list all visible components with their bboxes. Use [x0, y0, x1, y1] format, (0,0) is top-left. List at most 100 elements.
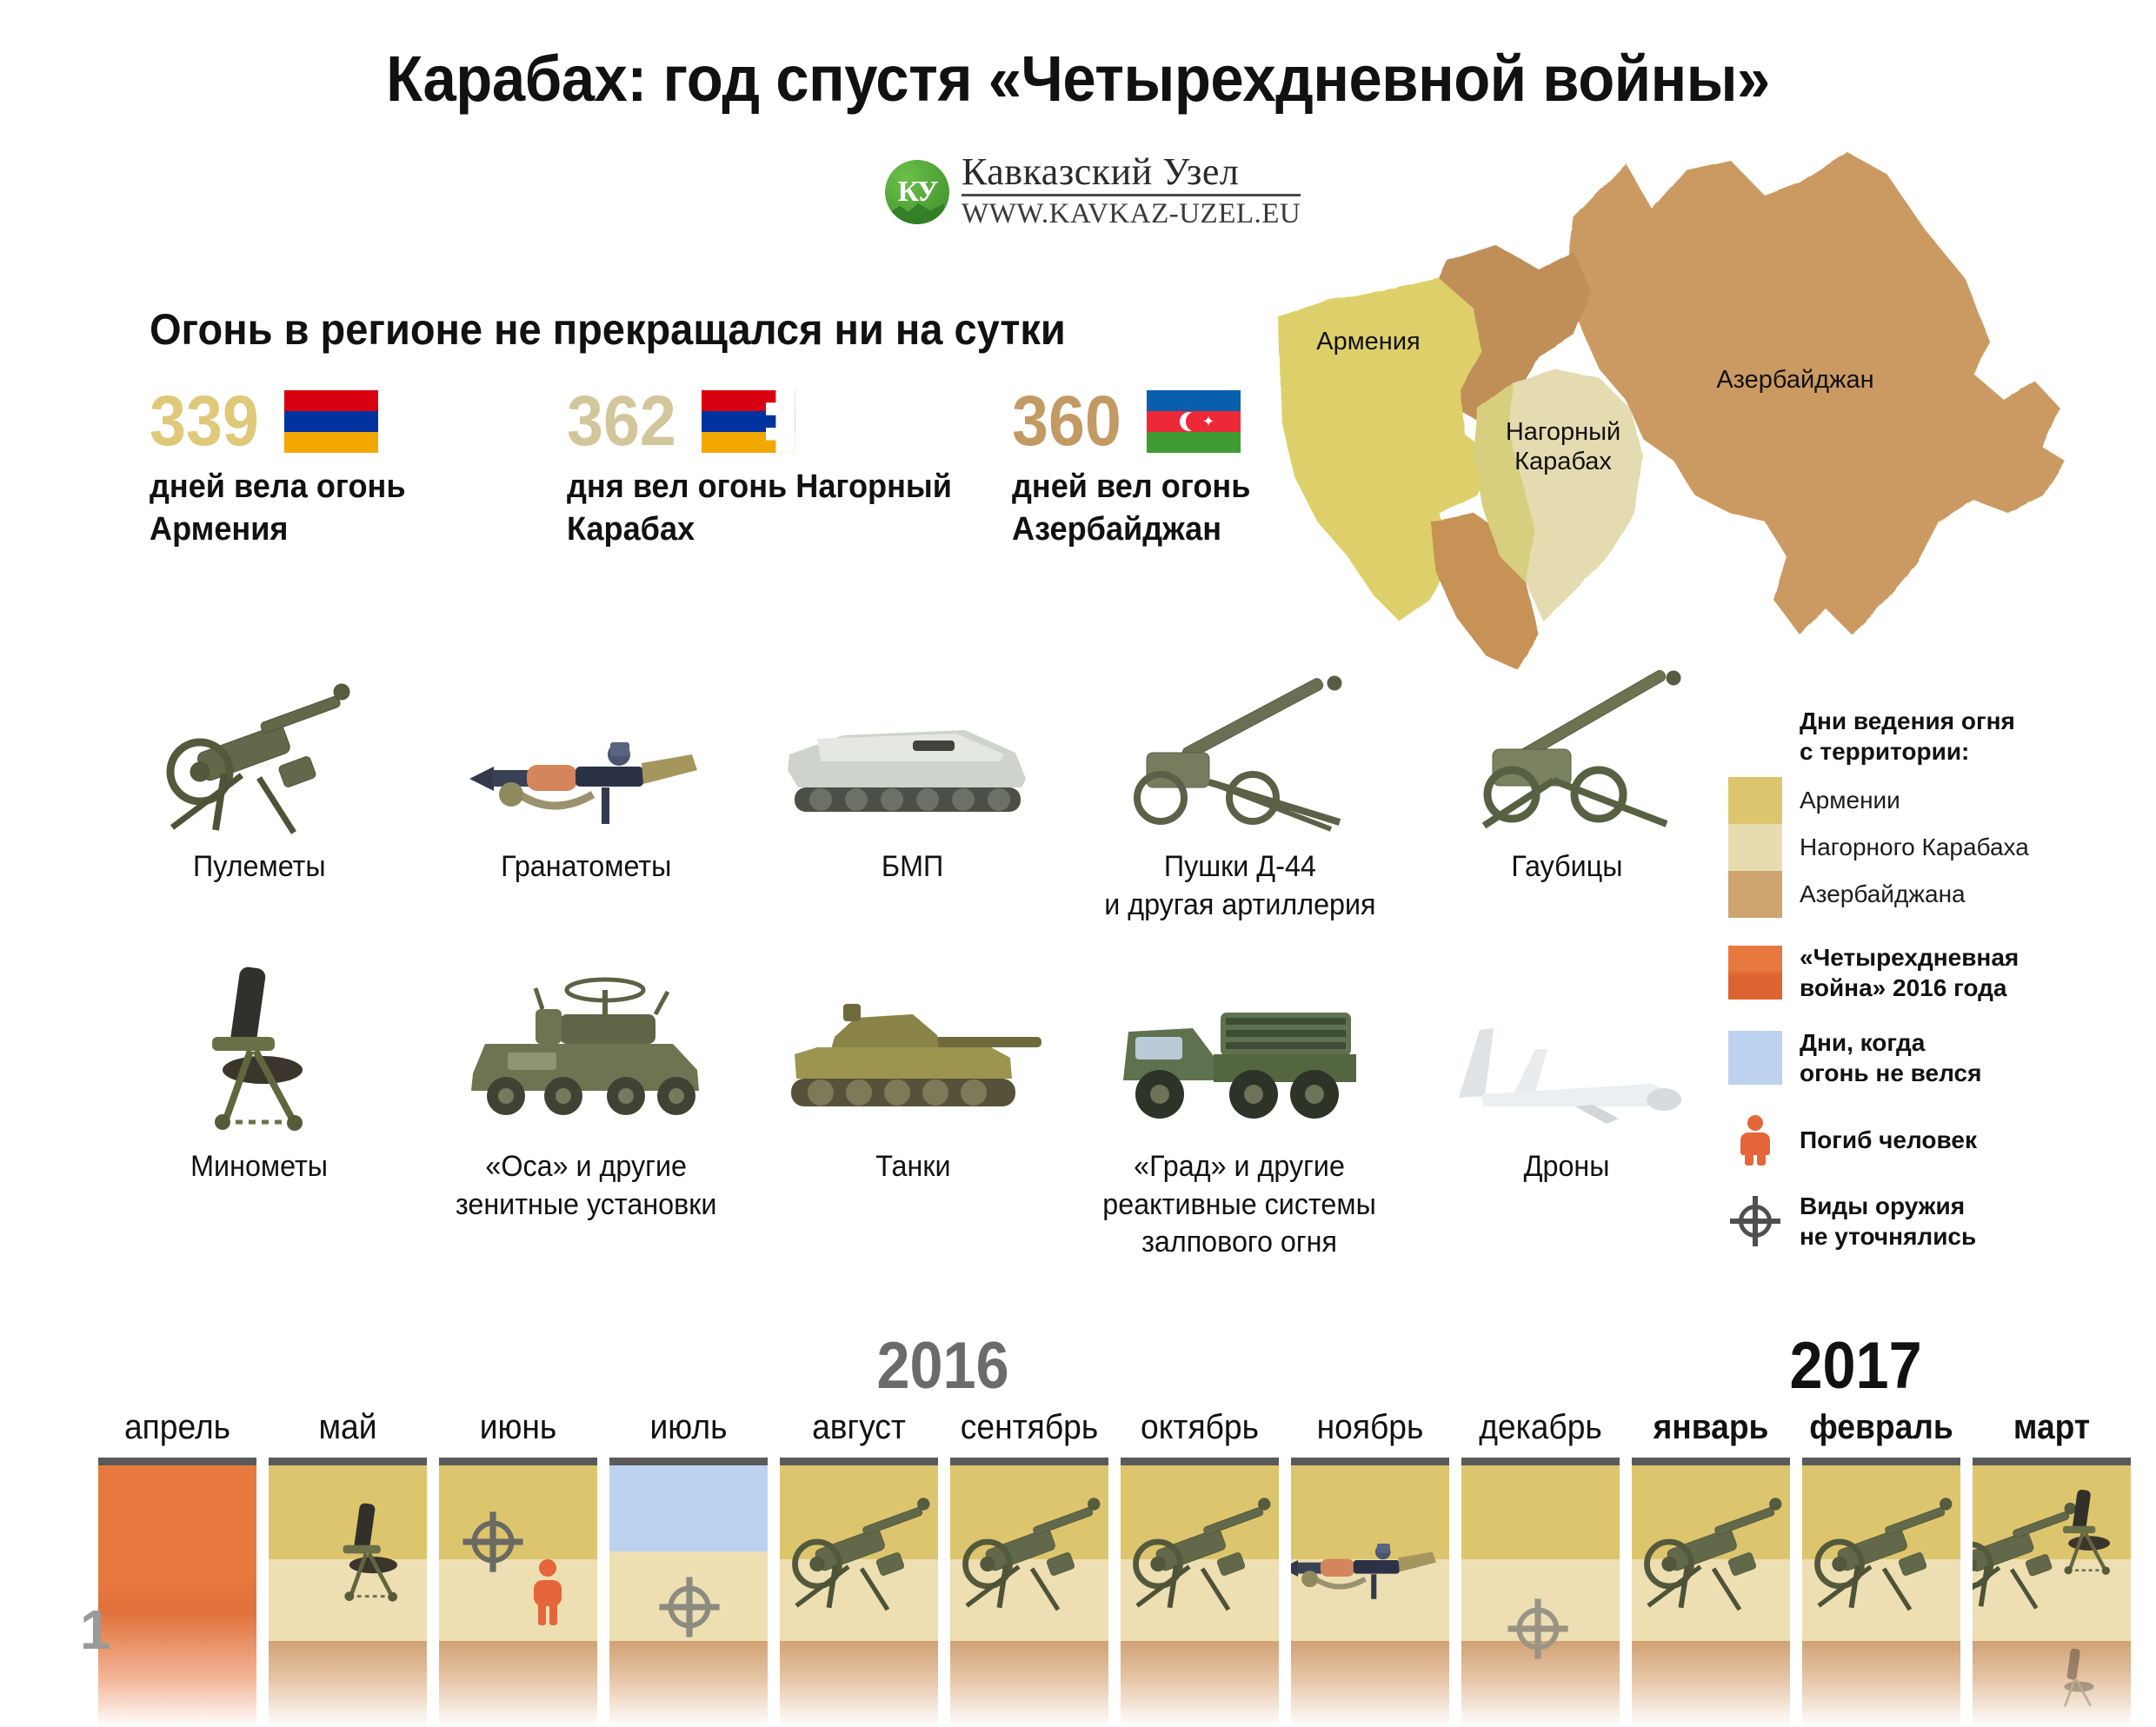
band-armenia: [1461, 1465, 1620, 1560]
crosshair-icon: [1506, 1597, 1570, 1665]
machine-gun-icon: [783, 1491, 938, 1617]
band-azerbaijan: [1632, 1640, 1790, 1727]
machine-gun-icon: [96, 661, 423, 834]
timeline-column-february[interactable]: [1802, 1458, 1960, 1727]
stat-number: 339: [150, 382, 259, 461]
column-body: [950, 1465, 1108, 1727]
timeline-column-september[interactable]: [950, 1458, 1108, 1727]
legend-label: Армении: [1800, 787, 1900, 814]
timeline-column-august[interactable]: [780, 1458, 938, 1727]
weapon-drone: Дроны: [1403, 960, 1730, 1262]
column-cap: [439, 1458, 597, 1465]
stats-row: 339 дней вела огонь Армения 362 дня вел …: [150, 382, 1377, 552]
logo-monogram: КУ: [897, 175, 939, 208]
timeline-column-june[interactable]: [439, 1458, 597, 1727]
column-body: [98, 1465, 256, 1727]
stat-number: 362: [567, 382, 676, 461]
legend-item-killed: Погиб человек: [1728, 1113, 2137, 1166]
band-armenia: [269, 1465, 427, 1560]
legend-label: «Четырехдневная война» 2016 года: [1800, 944, 2020, 1001]
month-label-april: апрель: [123, 1408, 231, 1446]
timeline-column-january[interactable]: [1632, 1458, 1790, 1727]
column-body: [1973, 1465, 2131, 1727]
legend-swatch-nofire: [1728, 1031, 1782, 1085]
timeline-column-november[interactable]: [1291, 1458, 1449, 1727]
legend-item-nofire: Дни, когда огонь не велся: [1728, 1027, 2137, 1088]
timeline-month-labels: апрель май июнь июль август сентябрь окт…: [92, 1408, 2137, 1447]
timeline-column-april[interactable]: [98, 1458, 256, 1727]
person-icon: [528, 1559, 568, 1631]
column-cap: [950, 1458, 1108, 1465]
month-label-september: сентябрь: [960, 1408, 1099, 1446]
column-body: [439, 1465, 597, 1727]
flag-artsakh-icon: [701, 389, 795, 453]
legend-swatch-armenia: [1728, 777, 1782, 824]
legend-label: Виды оружия не уточнялись: [1800, 1192, 1977, 1250]
month-label-august: август: [812, 1408, 906, 1446]
legend-territory-title: Дни ведения огня с территории:: [1800, 707, 2015, 765]
band-azerbaijan: [439, 1640, 597, 1727]
mortar-icon: [319, 1486, 423, 1621]
stat-karabakh: 362 дня вел огонь Нагорный Карабах: [567, 382, 1012, 552]
machine-gun-icon: [954, 1491, 1108, 1617]
weapon-grid: Пулеметы: [96, 661, 1730, 1262]
timeline-column-december[interactable]: [1461, 1458, 1620, 1727]
field-gun-icon: [1076, 661, 1403, 834]
legend-item-armenia: Армении: [1728, 777, 2137, 824]
month-label-november: ноябрь: [1316, 1408, 1424, 1446]
grenade-launcher-icon: [423, 661, 749, 834]
crosshair-icon: [461, 1510, 525, 1578]
column-cap: [780, 1458, 938, 1465]
mortar-icon: [96, 960, 423, 1134]
column-cap: [1291, 1458, 1449, 1465]
monthly-timeline: апрель май июнь июль август сентябрь окт…: [92, 1408, 2137, 1727]
year-label-2016: 2016: [876, 1329, 1009, 1403]
crosshair-icon: [657, 1575, 722, 1644]
weapon-field-gun: Пушки Д-44 и другая артиллерия: [1076, 661, 1403, 924]
column-cap: [1973, 1458, 2131, 1465]
column-body: [1291, 1465, 1449, 1727]
logo-site-name: Кавказский Узел: [962, 151, 1301, 197]
month-label-october: октябрь: [1141, 1408, 1259, 1446]
weapon-sam-vehicle: «Оса» и другие зенитные установки: [423, 960, 749, 1262]
site-logo[interactable]: КУ Кавказский Узел WWW.KAVKAZ-UZEL.EU: [885, 151, 1301, 231]
page-title: Карабах: год спустя «Четырехдневной войн…: [386, 43, 1770, 115]
weapon-label: «Оса» и другие зенитные установки: [455, 1150, 717, 1221]
band-azerbaijan: [1802, 1640, 1960, 1727]
weapon-label: Гаубицы: [1510, 850, 1623, 883]
map-label-armenia: Армения: [1316, 328, 1421, 355]
logo-site-url: WWW.KAVKAZ-UZEL.EU: [962, 198, 1301, 230]
flag-azerbaijan-icon: ✦: [1146, 389, 1241, 453]
crosshair-icon: [1728, 1194, 1782, 1248]
column-cap: [1802, 1458, 1960, 1465]
weapon-label: БМП: [882, 850, 944, 883]
legend-label: Погиб человек: [1800, 1126, 1977, 1153]
weapon-mortar: Минометы: [96, 960, 423, 1262]
machine-gun-icon: [1806, 1491, 1960, 1617]
weapon-machine-gun: Пулеметы: [96, 661, 423, 924]
howitzer-icon: [1403, 661, 1730, 834]
timeline-columns: [92, 1458, 2137, 1727]
month-label-march: март: [2013, 1408, 2091, 1446]
month-label-may: май: [318, 1408, 377, 1446]
region-map: Армения Нагорный Карабах Азербайджан: [1278, 148, 2156, 669]
legend-panel: Дни ведения огня с территории: Армении Н…: [1728, 706, 2137, 1252]
month-label-june: июнь: [479, 1408, 557, 1446]
sam-vehicle-icon: [423, 960, 749, 1134]
drone-icon: [1403, 960, 1730, 1134]
column-body: [609, 1465, 768, 1727]
column-cap: [1121, 1458, 1279, 1465]
band-azerbaijan: [1121, 1640, 1279, 1727]
legend-label: Азербайджана: [1800, 880, 1966, 907]
month-label-december: декабрь: [1479, 1408, 1602, 1446]
timeline-column-october[interactable]: [1121, 1458, 1279, 1727]
stat-number: 360: [1012, 382, 1121, 461]
weapon-label: Пулеметы: [192, 850, 326, 883]
timeline-column-march[interactable]: [1973, 1458, 2131, 1727]
mlrs-truck-icon: [1076, 960, 1403, 1134]
weapon-howitzer: Гаубицы: [1403, 661, 1730, 924]
tank-icon: [749, 960, 1076, 1134]
timeline-column-may[interactable]: [269, 1458, 427, 1727]
timeline-column-july[interactable]: [609, 1458, 768, 1727]
band-war: [98, 1465, 256, 1727]
